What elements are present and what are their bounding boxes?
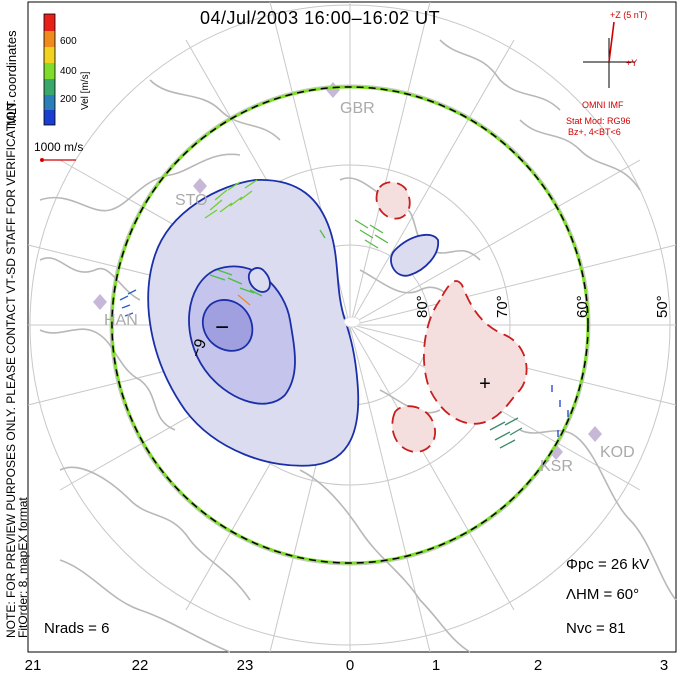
imf-vector [608,21,615,63]
colorbar-seg-2 [44,31,55,47]
mlt-label-23: 23 [236,657,254,674]
stat-lambda-hm: ΛHM = 60° [566,586,640,603]
station-marker-kod [588,426,602,442]
imf-stat-mod: Stat Mod: RG96 [566,116,631,126]
mlt-label-3: 3 [659,657,669,674]
negative-cell-east [390,233,439,277]
station-han: HAN [104,312,138,329]
stat-n-vc: Nvc = 81 [566,620,626,637]
scale-vector-label: 1000 m/s [34,140,84,154]
mlt-label-2: 2 [533,657,543,674]
stat-n-rads: Nrads = 6 [44,620,110,637]
colorbar-seg-4 [44,63,55,79]
hm-boundary [111,86,589,564]
station-sto: STO [175,192,208,209]
mlt-label-1: 1 [431,657,441,674]
pole-gap [343,316,361,328]
map-title: 04/Jul/2003 16:00–16:02 UT [200,8,441,28]
lat-label-70: 70° [494,295,511,318]
lat-label-50: 50° [654,295,671,318]
imf-condition: Bz+, 4<BT<6 [568,127,621,137]
vectors-sto [204,179,258,219]
negative-cell-core [201,299,254,352]
vectors-gbr [319,219,389,249]
scale-vector-dot [40,158,44,162]
potential-max-marker: + [479,373,491,395]
negative-cell-small [248,267,271,293]
colorbar [43,13,56,126]
colorbar-seg-5 [44,79,55,95]
station-ksr: KSR [540,458,573,475]
imf-axis-y: +Y [626,58,638,68]
colorbar-seg-6 [44,95,55,110]
colorbar-label: Vel [m/s] [80,71,91,110]
stat-phi-pc: Φpc = 26 kV [566,556,650,573]
colorbar-tick-600: 600 [60,36,77,47]
imf-source: OMNI IMF [582,100,624,110]
velocity-vectors [119,179,569,449]
vectors-han [119,289,137,317]
station-gbr: GBR [340,100,375,117]
colorbar-seg-3 [44,47,55,63]
imf-axis-z: +Z (5 nT) [610,10,648,20]
negative-potential-cell [147,179,439,467]
station-marker-sto [193,178,207,194]
imf-clock [583,21,635,88]
vectors-ksr [551,385,569,437]
potential-min-marker: − [215,314,229,341]
colorbar-seg-1 [44,14,55,31]
mlt-label-21: 21 [24,657,42,674]
mlt-label-0: 0 [345,657,355,674]
lat-label-80: 80° [414,295,431,318]
positive-cell-south [391,405,437,453]
vectors-center [209,269,263,297]
positive-potential-cell [375,181,528,453]
vectors-orange [237,294,251,306]
colorbar-outline [43,13,56,126]
colorbar-tick-200: 200 [60,94,77,105]
positive-cell-north [375,181,411,220]
mlt-label-22: 22 [131,657,149,674]
station-kod: KOD [600,444,635,461]
lat-label-60: 60° [574,295,591,318]
coastlines [39,39,677,653]
vectors-kod [489,417,523,449]
fit-order: FitOrder: 8, mapEX format [16,497,30,638]
station-marker-han [93,294,107,310]
positive-cell-main [423,280,528,425]
colorbar-seg-7 [44,110,55,125]
colorbar-tick-400: 400 [60,66,77,77]
